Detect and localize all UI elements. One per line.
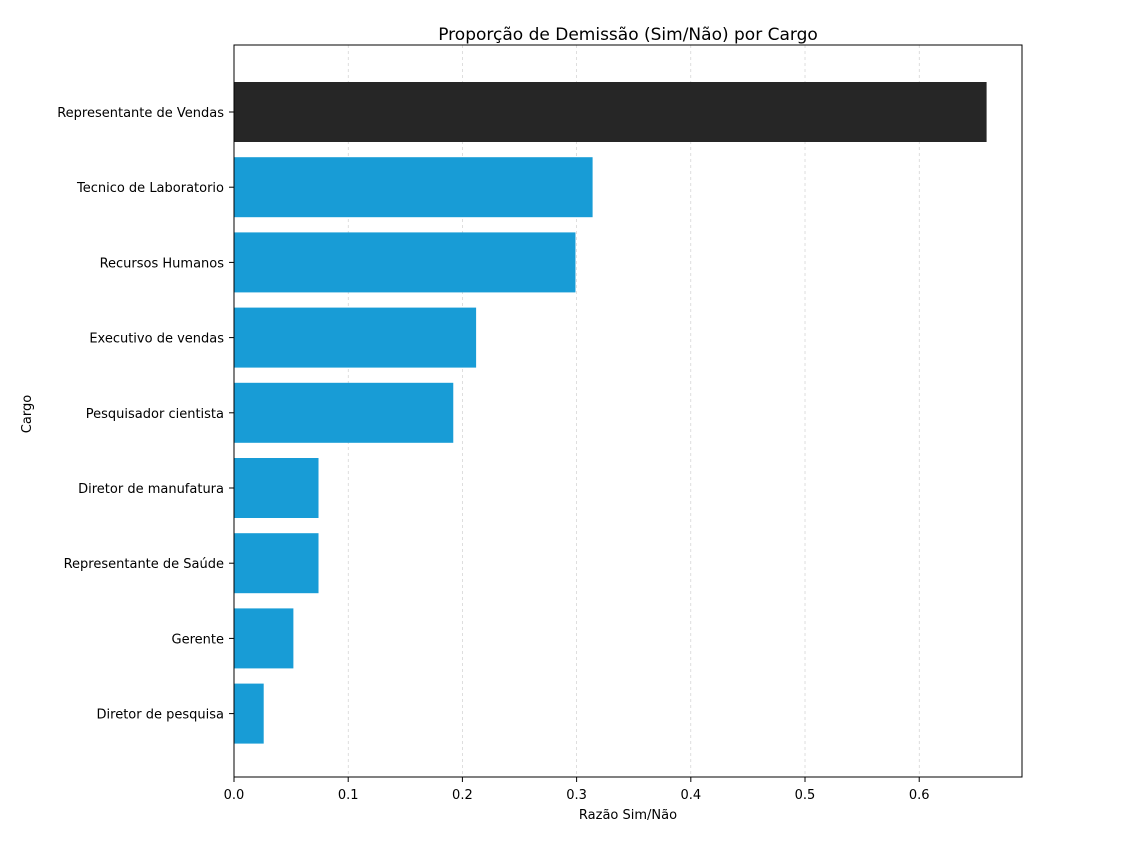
- x-axis-ticks: 0.0 0.1 0.2 0.3 0.4 0.5 0.6: [224, 777, 930, 803]
- x-tick-label: 0.5: [795, 788, 816, 803]
- y-tick-label: Representante de Vendas: [57, 106, 224, 121]
- y-tick-label: Gerente: [172, 632, 224, 647]
- bar: [234, 232, 576, 293]
- bar: [234, 533, 319, 594]
- y-tick-label: Recursos Humanos: [100, 256, 225, 271]
- bar: [234, 307, 477, 368]
- bar: [234, 683, 264, 744]
- bar: [234, 382, 454, 443]
- x-tick-label: 0.1: [338, 788, 359, 803]
- y-tick-label: Representante de Saúde: [64, 557, 224, 572]
- y-tick-label: Tecnico de Laboratorio: [76, 181, 224, 196]
- plot-frame: [233, 44, 1023, 778]
- x-tick-label: 0.6: [909, 788, 930, 803]
- y-tick-label: Executivo de vendas: [89, 332, 224, 347]
- x-tick-label: 0.0: [224, 788, 245, 803]
- y-axis-ticks: Representante de Vendas Tecnico de Labora…: [57, 106, 234, 723]
- bar: [234, 82, 987, 142]
- bar: [234, 157, 593, 218]
- x-tick-label: 0.4: [680, 788, 701, 803]
- chart-title: Proporção de Demissão (Sim/Não) por Carg…: [438, 25, 818, 45]
- bar: [234, 608, 294, 669]
- x-tick-label: 0.2: [452, 788, 473, 803]
- bar: [234, 458, 319, 518]
- y-tick-label: Diretor de pesquisa: [97, 708, 224, 723]
- x-axis-label: Razão Sim/Não: [579, 808, 677, 823]
- y-tick-label: Pesquisador cientista: [86, 407, 224, 422]
- x-tick-label: 0.3: [566, 788, 587, 803]
- bars: [234, 82, 987, 744]
- y-axis-label: Cargo: [20, 395, 35, 433]
- y-tick-label: Diretor de manufatura: [78, 482, 224, 497]
